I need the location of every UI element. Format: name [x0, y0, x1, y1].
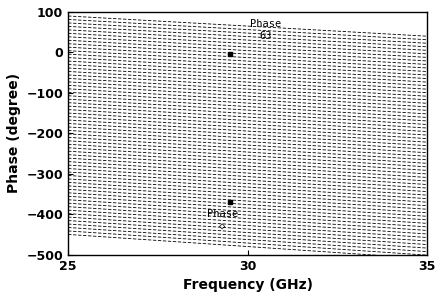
Text: Phase
◇: Phase ◇ — [207, 210, 238, 231]
Text: Phase
63: Phase 63 — [250, 19, 281, 41]
X-axis label: Frequency (GHz): Frequency (GHz) — [183, 278, 313, 292]
Y-axis label: Phase (degree): Phase (degree) — [7, 73, 21, 193]
